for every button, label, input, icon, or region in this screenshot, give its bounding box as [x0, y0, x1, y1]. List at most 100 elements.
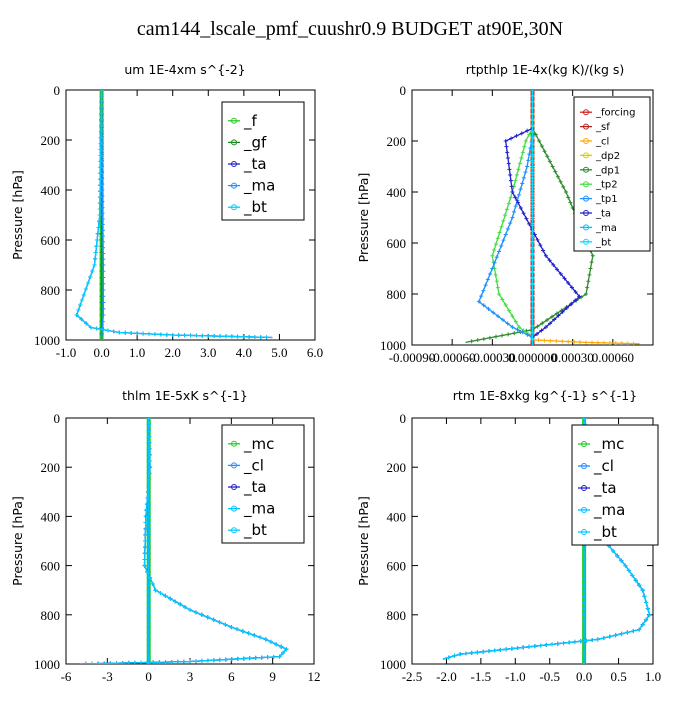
data-point [554, 311, 559, 316]
data-point [555, 174, 560, 179]
data-point [527, 221, 532, 226]
legend-marker [231, 161, 237, 167]
legend-label: _ta [243, 155, 267, 174]
data-point [147, 477, 152, 482]
data-point [485, 277, 490, 282]
data-point [530, 217, 535, 222]
data-point [223, 622, 228, 627]
data-point [506, 161, 511, 166]
data-point [505, 156, 510, 160]
data-point [145, 489, 150, 494]
data-point [284, 647, 289, 652]
data-point [142, 557, 147, 562]
data-point [530, 146, 535, 151]
data-point [145, 660, 150, 664]
data-point [558, 271, 563, 276]
data-point [151, 660, 156, 664]
data-point [518, 205, 523, 210]
data-point [509, 136, 514, 141]
data-point [513, 195, 518, 200]
legend-item: _mc [228, 435, 274, 454]
data-point [146, 563, 151, 568]
data-point [101, 251, 106, 256]
data-point [497, 249, 502, 254]
data-point [508, 178, 513, 183]
data-point [553, 169, 558, 174]
data-point [558, 179, 563, 184]
data-point [194, 333, 199, 338]
data-point [510, 215, 515, 220]
legend-label: _ta [243, 478, 267, 497]
data-point [492, 260, 497, 265]
data-point [530, 182, 535, 187]
data-point [550, 642, 555, 647]
data-point [147, 452, 152, 457]
series-line-ta [504, 127, 581, 338]
data-point [99, 333, 104, 337]
data-point [493, 272, 498, 277]
data-point [530, 299, 535, 304]
data-point [542, 338, 547, 343]
data-point [540, 321, 545, 326]
data-point [566, 339, 571, 344]
data-point [176, 333, 181, 338]
data-point [572, 639, 577, 644]
data-point [100, 327, 105, 332]
data-point [490, 266, 495, 271]
data-point [630, 573, 635, 578]
y-tick-label: 800 [387, 608, 407, 623]
data-point [99, 123, 104, 128]
y-tick-label: 800 [41, 283, 61, 298]
data-point [97, 219, 102, 224]
series-group [465, 90, 640, 345]
data-point [518, 187, 523, 192]
data-point [492, 247, 497, 252]
data-point [84, 321, 89, 326]
data-point [530, 241, 535, 245]
legend-marker [231, 204, 237, 211]
data-point [175, 659, 180, 664]
data-point [481, 336, 486, 341]
data-point [146, 418, 151, 420]
data-point [494, 255, 499, 260]
data-point [100, 234, 105, 239]
data-point [144, 508, 149, 513]
data-point [188, 659, 192, 664]
data-point [164, 332, 169, 337]
data-point [542, 149, 547, 154]
data-point [99, 93, 104, 98]
data-point [535, 324, 540, 329]
data-point [111, 329, 116, 334]
data-point [566, 280, 571, 285]
data-point [100, 205, 105, 210]
data-point [506, 332, 511, 337]
data-point [582, 600, 587, 605]
legend-label: _tp2 [595, 180, 618, 191]
data-point [264, 335, 269, 340]
data-point [253, 655, 258, 660]
legend-label: _bt [243, 521, 267, 540]
data-point [590, 638, 595, 643]
data-point [83, 661, 88, 664]
data-point [491, 310, 496, 315]
legend-item: _forcing [580, 108, 636, 119]
data-point [530, 105, 535, 110]
data-point [98, 189, 103, 194]
data-point [100, 228, 105, 233]
data-point [142, 551, 147, 556]
series-group [79, 418, 289, 664]
data-point [556, 313, 561, 318]
x-tick-label: -2.5 [402, 669, 423, 684]
data-point [98, 183, 103, 188]
x-tick-label: -0.00090 [389, 350, 436, 365]
data-point [263, 637, 268, 642]
data-point [525, 128, 530, 133]
y-tick-label: 1000 [34, 333, 60, 348]
data-point [582, 618, 587, 623]
y-axis-label: Pressure [hPa] [356, 173, 371, 263]
data-point [533, 132, 538, 137]
data-point [582, 575, 587, 580]
data-point [481, 649, 486, 654]
data-point [100, 199, 105, 204]
data-point [145, 569, 150, 574]
